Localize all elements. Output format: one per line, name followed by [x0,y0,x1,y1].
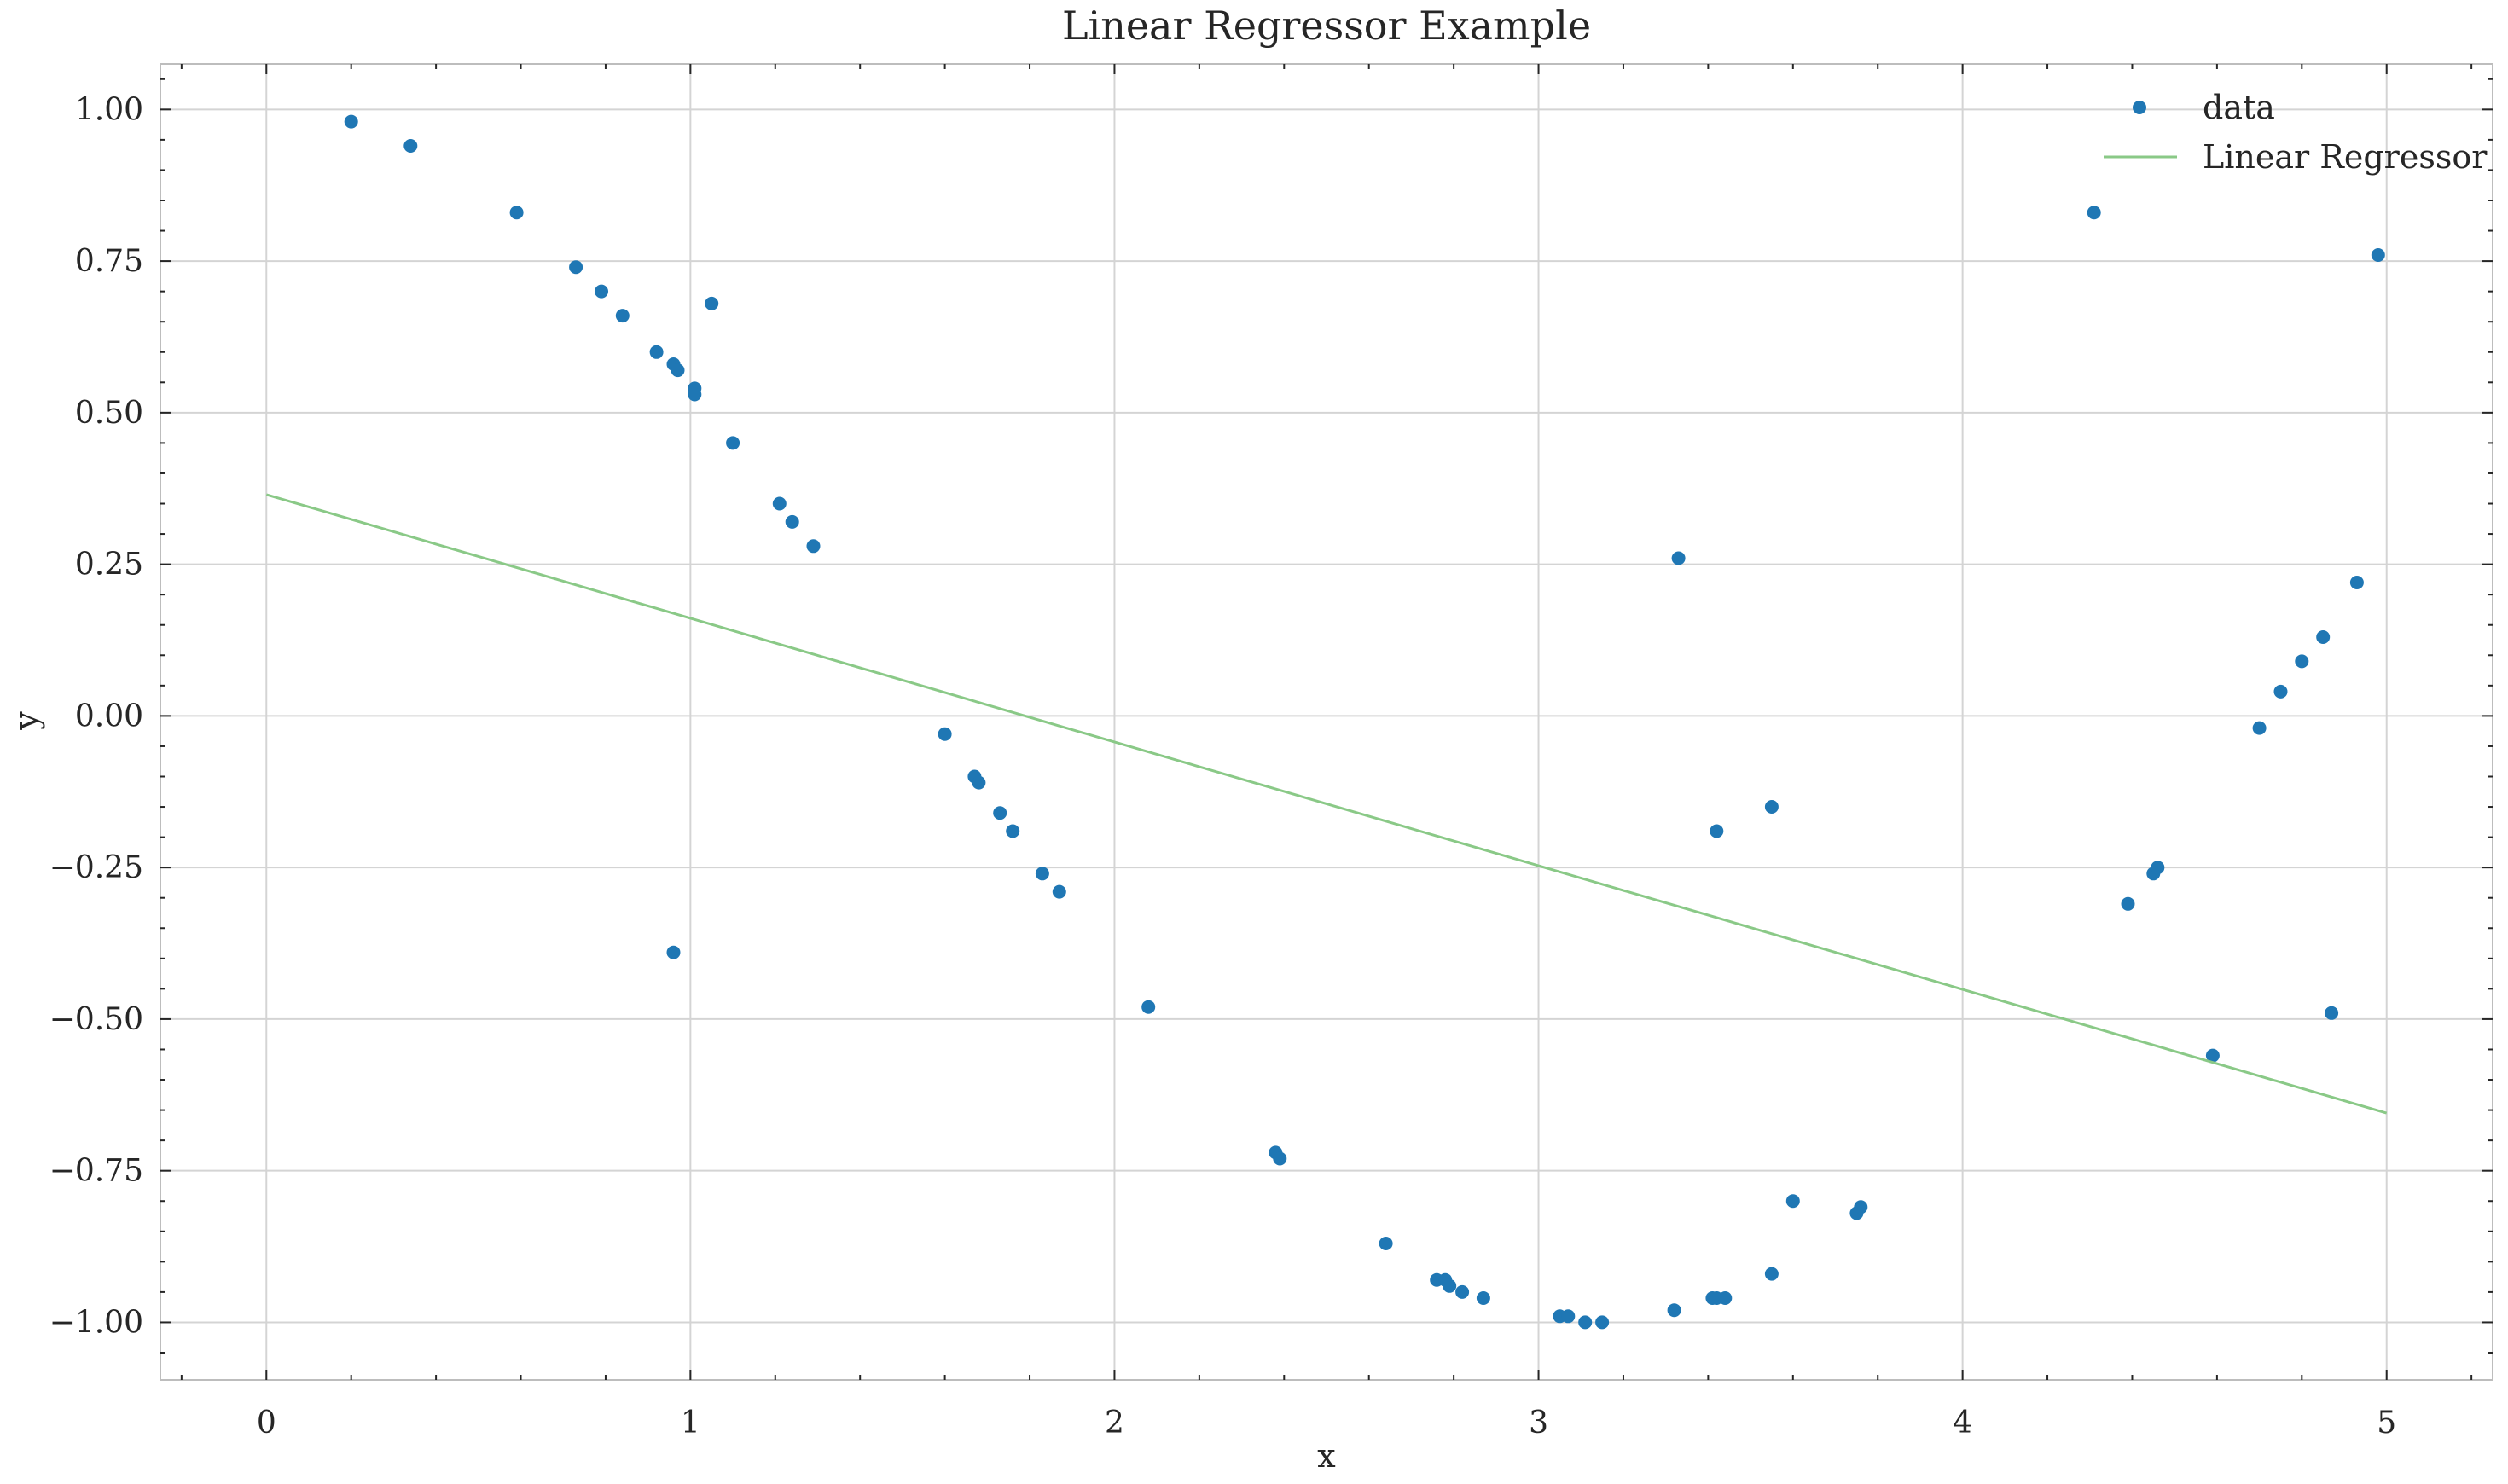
data-point [403,139,418,153]
data-point [1035,867,1049,881]
data-point [1578,1315,1593,1330]
data-point [1710,824,1724,838]
data-point [1379,1237,1393,1250]
data-point [2371,248,2385,262]
data-point [1476,1291,1490,1305]
data-point [726,436,740,450]
data-point [1764,1267,1779,1281]
y-tick-label: 0.00 [75,699,143,733]
chart-title: Linear Regressor Example [1062,3,1591,49]
axis-ticks [160,64,2493,1380]
x-tick-label: 1 [681,1406,700,1441]
data-point [2273,684,2288,699]
data-point [2205,1048,2220,1063]
x-tick-labels: 0 1 2 3 4 5 [257,1406,2396,1441]
data-point [2349,576,2364,589]
data-point [1273,1151,1287,1166]
data-point [509,206,524,220]
data-point [2087,206,2101,220]
data-point [1667,1303,1681,1318]
data-point [666,945,681,959]
y-tick-labels: 1.00 0.75 0.50 0.25 0.00 −0.25 −0.50 −0.75 −1.00 [49,92,143,1340]
data-point [2151,861,2165,875]
data-point [785,514,799,529]
data-point [1671,551,1686,565]
grid [160,64,2493,1380]
x-tick-label: 3 [1529,1406,1548,1441]
data-point [1006,824,1020,838]
data-point [1141,1000,1156,1014]
data-point [1718,1291,1733,1305]
y-tick-label: −0.50 [49,1002,143,1037]
y-tick-label: −0.25 [49,850,143,885]
data-point [993,806,1007,820]
data-point [615,309,630,323]
legend-label-linear-regressor: Linear Regressor [2203,138,2488,176]
data-point [1455,1284,1470,1299]
x-axis-label: x [1317,1437,1335,1475]
data-point [595,284,608,299]
data-point [2295,654,2309,669]
data-point [772,496,787,511]
data-point [938,727,952,741]
data-point [1854,1200,1868,1214]
legend: data Linear Regressor [2104,89,2488,176]
y-tick-label: −0.75 [49,1154,143,1189]
x-tick-label: 0 [257,1406,276,1441]
data-point [1443,1278,1457,1293]
x-tick-label: 4 [1953,1406,1972,1441]
y-axis-label: y [8,711,45,731]
data-point [1595,1315,1610,1330]
data-point [806,539,821,554]
data-point [2316,630,2331,644]
x-tick-label: 5 [2377,1406,2396,1441]
plot-frame [160,63,2493,1381]
data-point [705,296,719,310]
plot-area [265,114,2388,1330]
data-point [1764,800,1779,814]
data-point [688,387,702,402]
legend-marker-data [2133,101,2146,114]
y-tick-label: −1.00 [49,1305,143,1340]
regression-line [265,493,2388,1115]
data-point [2121,896,2135,911]
data-point [1785,1194,1800,1209]
data-point [972,775,986,790]
y-tick-label: 0.50 [75,396,143,431]
data-point [1052,884,1066,899]
data-point [569,260,583,275]
legend-label-data: data [2203,89,2275,126]
y-tick-label: 0.25 [75,548,143,583]
data-point [2325,1006,2339,1020]
y-tick-label: 0.75 [75,244,143,279]
data-point [1561,1309,1576,1324]
y-tick-label: 1.00 [75,92,143,127]
data-point [344,114,358,129]
data-point [649,345,664,359]
data-point [671,363,685,378]
x-tick-label: 2 [1105,1406,1124,1441]
data-point [2252,721,2267,735]
